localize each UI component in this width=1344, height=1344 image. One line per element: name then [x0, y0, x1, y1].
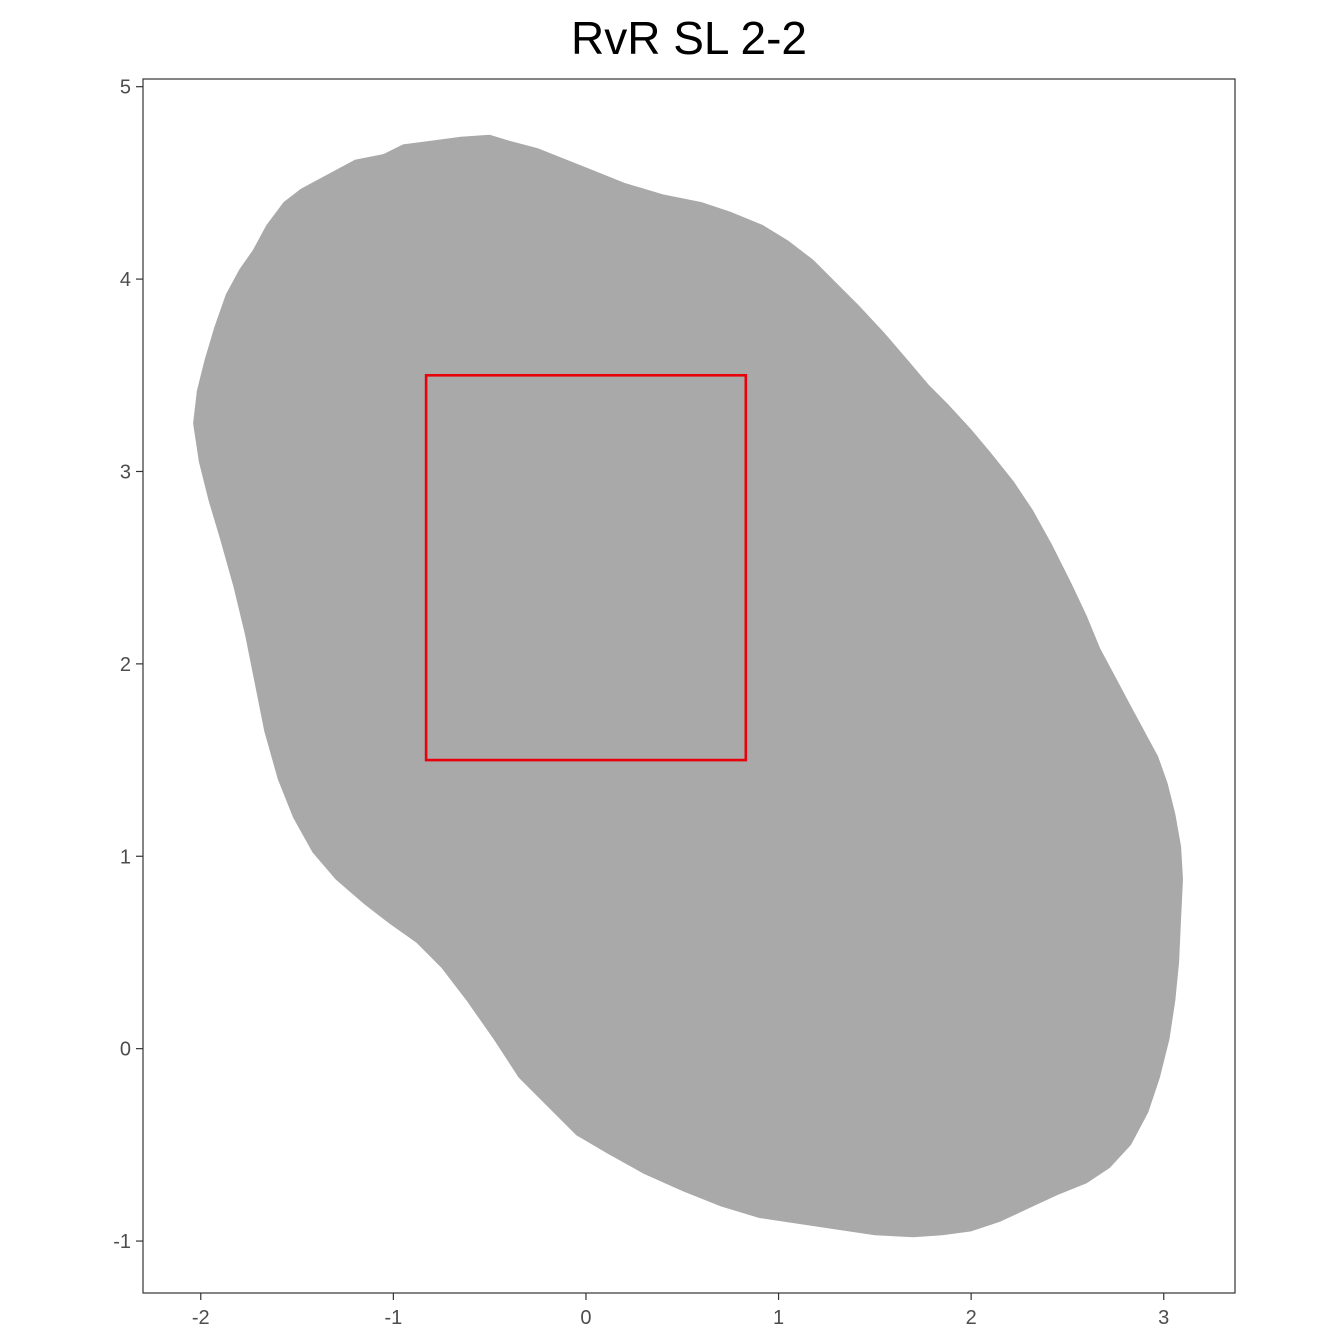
x-tick-label: 0 — [580, 1307, 591, 1329]
x-tick-label: 3 — [1158, 1307, 1169, 1329]
x-axis: -2 -1 0 1 2 3 — [192, 1293, 1169, 1329]
y-tick-label: 0 — [120, 1039, 131, 1061]
region-area — [193, 134, 1184, 1238]
y-tick-label: 3 — [120, 461, 131, 483]
x-tick-label: -2 — [192, 1307, 210, 1329]
x-tick-label: 2 — [966, 1307, 977, 1329]
y-axis: -1 0 1 2 3 4 5 — [113, 77, 143, 1253]
y-tick-label: 2 — [120, 654, 131, 676]
x-tick-label: 1 — [773, 1307, 784, 1329]
y-tick-label: 4 — [120, 269, 131, 291]
y-tick-label: -1 — [113, 1231, 131, 1253]
y-tick-label: 1 — [120, 846, 131, 868]
y-tick-label: 5 — [120, 77, 131, 99]
panel-border — [142, 78, 1236, 1294]
x-tick-label: -1 — [384, 1307, 402, 1329]
chart-title: RvR SL 2-2 — [571, 12, 807, 64]
highlight-rectangle — [424, 373, 748, 762]
plot-layer — [193, 134, 1184, 1238]
